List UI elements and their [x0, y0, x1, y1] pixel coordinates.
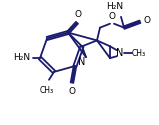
- Text: CH₃: CH₃: [132, 49, 146, 58]
- Text: O: O: [69, 87, 76, 96]
- Text: N: N: [116, 48, 124, 58]
- Text: O: O: [75, 10, 82, 19]
- Text: H₂N: H₂N: [14, 53, 31, 62]
- Text: H₂N: H₂N: [106, 2, 124, 11]
- Text: O: O: [108, 12, 115, 21]
- Text: CH₃: CH₃: [40, 86, 54, 95]
- Text: N: N: [78, 57, 86, 67]
- Text: O: O: [144, 16, 151, 25]
